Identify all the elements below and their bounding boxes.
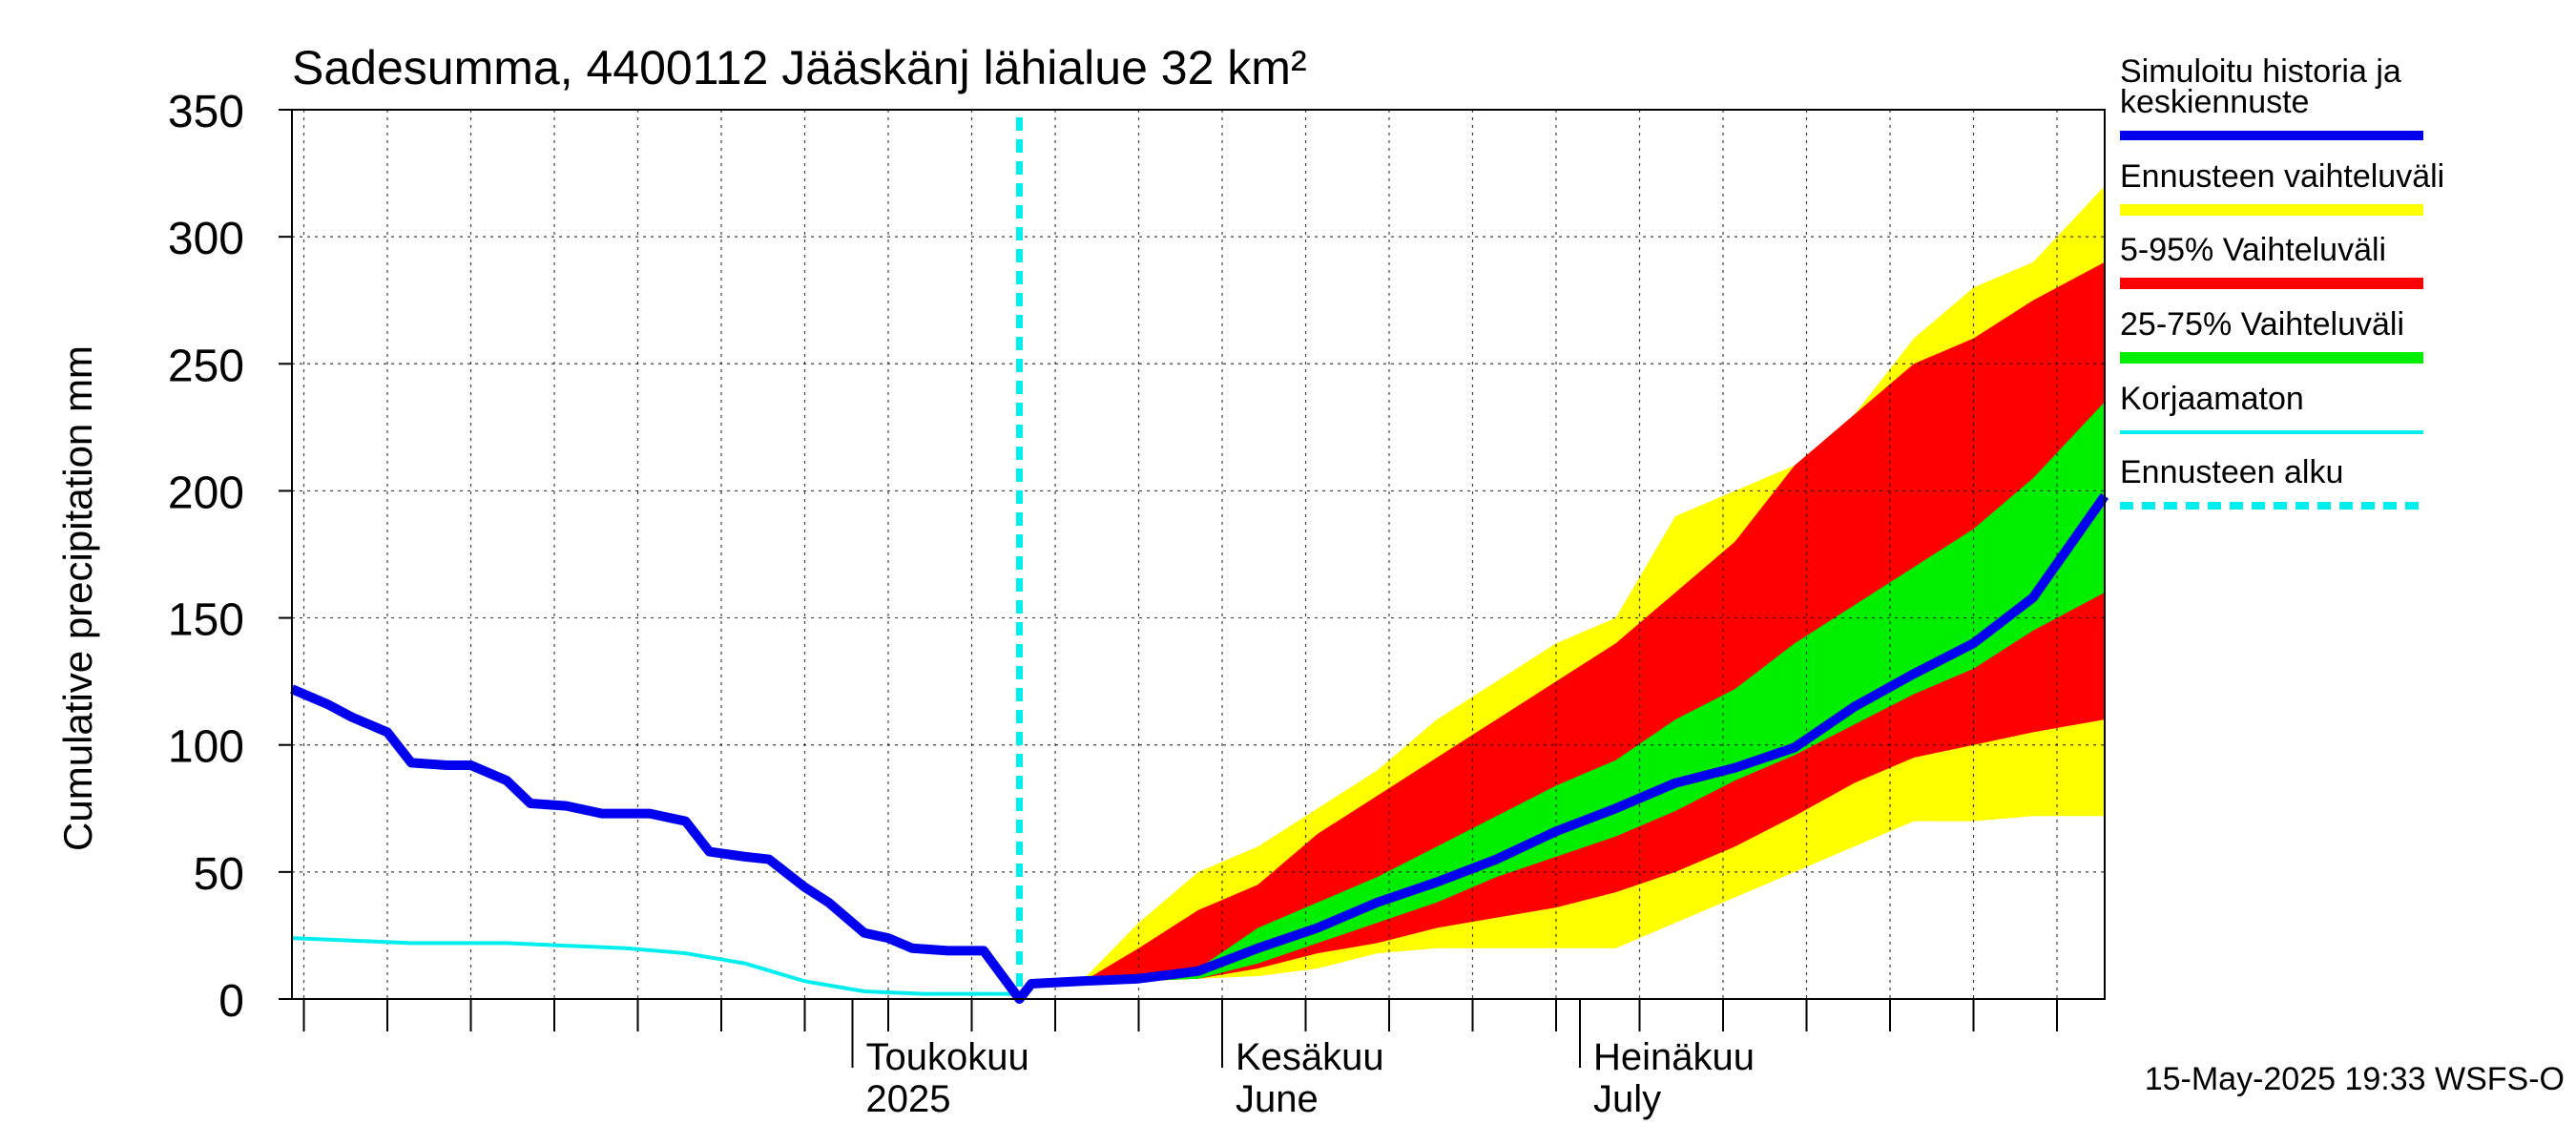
y-tick-label: 0 bbox=[218, 976, 244, 1027]
month-sublabel: July bbox=[1593, 1078, 1661, 1120]
y-tick-label: 50 bbox=[194, 849, 244, 900]
y-tick-label: 200 bbox=[168, 468, 244, 518]
y-tick-label: 350 bbox=[168, 87, 244, 137]
history-mean-line bbox=[290, 492, 2109, 1004]
y-tick-label: 150 bbox=[168, 595, 244, 646]
legend-label: Simuloitu historia ja bbox=[2120, 53, 2401, 90]
month-sublabel: June bbox=[1236, 1078, 1319, 1120]
legend-label: Ennusteen vaihteluväli bbox=[2120, 158, 2444, 195]
legend-label: 5-95% Vaihteluväli bbox=[2120, 232, 2386, 268]
y-tick-label: 100 bbox=[168, 722, 244, 773]
band-25-75 bbox=[1019, 402, 2105, 999]
uncorrected-line bbox=[291, 936, 1020, 996]
legend-label: Korjaamaton bbox=[2120, 381, 2304, 417]
y-axis-label: Cumulative precipitation mm bbox=[55, 345, 100, 851]
plot-frame bbox=[291, 109, 2106, 1000]
month-label: Heinäkuu bbox=[1593, 1036, 1755, 1078]
legend-label: 25-75% Vaihteluväli bbox=[2120, 306, 2404, 343]
chart-title: Sadesumma, 4400112 Jääskänj lähialue 32 … bbox=[292, 41, 1307, 94]
grid-lines bbox=[292, 109, 2105, 999]
month-label: Toukokuu bbox=[866, 1036, 1029, 1078]
footer-timestamp: 15-May-2025 19:33 WSFS-O bbox=[2145, 1061, 2565, 1097]
y-tick-label: 300 bbox=[168, 214, 244, 264]
band-5-95 bbox=[1019, 261, 2105, 999]
legend-label: Ennusteen alku bbox=[2120, 454, 2343, 490]
series-lines bbox=[290, 117, 2109, 1004]
band-full-range bbox=[1019, 185, 2105, 999]
range-bands bbox=[1019, 185, 2105, 999]
month-sublabel: 2025 bbox=[866, 1078, 951, 1120]
month-label: Kesäkuu bbox=[1236, 1036, 1384, 1078]
y-tick-label: 250 bbox=[168, 341, 244, 391]
legend-label: keskiennuste bbox=[2120, 84, 2309, 120]
